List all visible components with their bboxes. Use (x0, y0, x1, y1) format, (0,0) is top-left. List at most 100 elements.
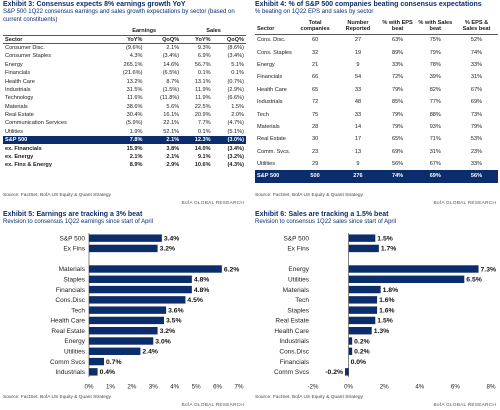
table-row: Energy 21 9 33% 78% 33% (255, 59, 498, 71)
exhibit-6: Exhibit 6: Sales are tracking a 1.5% bea… (255, 210, 498, 410)
y-tick-label: Industrials (55, 369, 85, 376)
table-cell: 2.0% (231, 112, 244, 119)
y-tick-label: Tech (71, 307, 85, 314)
exhibit-subtitle: S&P 500 1Q22 consensus earnings and sale… (3, 9, 235, 23)
y-tick-label: Utilities (64, 348, 86, 355)
table-row: Real Estate 30.4% 16.1% 20.9% 2.0% (3, 111, 246, 119)
table-cell: (4.3%) (227, 162, 244, 169)
x-tick-label: 2% (380, 383, 389, 390)
value-label: 3.2% (160, 328, 176, 335)
table-cell: (3.4%) (227, 53, 244, 60)
table-cell: 19 (354, 49, 362, 56)
table-cell: 33% (391, 61, 404, 68)
header-row: Sector Total companies Number Reported% wi… (255, 19, 498, 35)
table-row: Industrials 31.5% (1.5%) 11.9% (2.9%) (3, 86, 246, 94)
table-cell: 30 (311, 136, 319, 143)
table-cell: 7.7% (197, 120, 211, 127)
brand: BofA GLOBAL RESEARCH (433, 403, 496, 408)
bar (89, 357, 104, 365)
bar (348, 275, 465, 283)
table-cell: 4.3% (129, 53, 143, 60)
table-cell: 16.1% (163, 112, 180, 119)
y-tick-label: Health Care (274, 327, 309, 334)
table-cell: 23 (311, 148, 319, 155)
y-tick-label: Staples (63, 276, 85, 283)
table-cell: (21.6%) (122, 70, 143, 77)
table-row: Real Estate 30 17 65% 71% 53% (255, 133, 498, 145)
table-cell: 13 (354, 148, 362, 155)
exhibit-5: Exhibit 5: Earnings are tracking a 3% be… (3, 210, 246, 410)
table-cell: Materials (5, 103, 28, 110)
table: Sector Total companies Number Reported% wi… (255, 19, 498, 183)
table-row: Technology 11.6% (11.8%) 11.9% (6.6%) (3, 94, 246, 102)
column-header: Number Reported (336, 19, 380, 35)
table-cell: Financials (257, 74, 283, 81)
table-cell: Real Estate (5, 112, 34, 119)
table-cell: 69% (391, 148, 404, 155)
table-row: Financials (21.6%) (6.5%) 0.1% 0.1% (3, 69, 246, 77)
y-tick-label: Ex Fins (63, 245, 85, 252)
table-cell: 31% (470, 74, 483, 81)
exhibit-title: Exhibit 4: % of S&P 500 companies beatin… (255, 1, 482, 8)
table-cell: 11.9% (195, 95, 211, 102)
table-cell: Technology (5, 95, 34, 102)
table-cell: 28 (311, 123, 319, 130)
exhibit-title: Exhibit 3: Consensus expects 8% earnings… (3, 1, 186, 8)
value-label: -0.2% (325, 369, 343, 376)
table-cell: 75% (429, 37, 441, 44)
y-tick-label: Staples (287, 307, 309, 314)
value-label: 1.6% (379, 307, 395, 314)
table-cell: 3.8% (166, 145, 180, 152)
table-cell: S&P 500 (5, 137, 28, 144)
table-cell: 67% (429, 161, 441, 168)
y-tick-label: Industrials (279, 338, 309, 345)
y-tick-label: Tech (295, 297, 309, 304)
group-header-row: Earnings Sales (3, 27, 246, 36)
x-tick-label: 8% (487, 383, 496, 390)
table-cell: 63% (391, 37, 404, 44)
table-cell: 66 (311, 74, 319, 81)
table-row: ex. Energy 2.1% 2.1% 9.1% (3.2%) (3, 153, 246, 161)
table-cell: 27 (354, 37, 362, 44)
y-tick-label: Financials (280, 358, 310, 365)
y-tick-label: Cons.Disc (55, 297, 85, 304)
table-cell: 74% (391, 173, 404, 180)
table-cell: 39% (429, 74, 441, 81)
table-cell: Cons. Disc. (257, 37, 286, 44)
column-header: % with Sales beat (415, 19, 455, 35)
table-cell: 276 (353, 173, 363, 180)
table-cell: Financials (5, 70, 31, 77)
table-cell: 10.6% (194, 162, 211, 169)
table-cell: (6.5%) (162, 70, 180, 77)
table-row: S&P 500 500 276 74% 69% 56% (255, 170, 498, 183)
table-cell: 6.9% (197, 53, 211, 60)
bar (348, 336, 353, 345)
table-cell: Industrials (257, 99, 283, 106)
table-cell: 69% (470, 99, 483, 106)
table-cell: (8.6%) (227, 45, 244, 52)
value-label: 4.8% (194, 286, 210, 293)
value-label: 3.0% (155, 338, 171, 345)
y-tick-label: Cons.Disc (279, 348, 309, 355)
value-label: 1.8% (383, 286, 399, 293)
table-cell: 14 (354, 123, 362, 130)
bar (348, 326, 372, 334)
table-cell: 33 (354, 111, 362, 118)
x-tick-label: 7% (235, 383, 244, 390)
table-cell: ex. Financials (5, 145, 42, 152)
table-cell: 53% (470, 136, 483, 143)
table-cell: Consumer Staples (5, 53, 52, 60)
table-cell: 38.6% (126, 103, 143, 110)
value-label: 0.4% (100, 369, 116, 376)
table-cell: 72 (311, 99, 319, 106)
table-cell: (2.9%) (227, 86, 244, 93)
table-cell: (4.7%) (227, 120, 244, 127)
y-tick-label: Real Estate (275, 317, 309, 324)
bar (348, 264, 479, 273)
table-cell: 1.5% (231, 103, 244, 110)
x-tick-label: 1% (106, 383, 115, 390)
table-cell: 71% (429, 136, 441, 143)
table-cell: 265.1% (123, 61, 143, 68)
source-note: Source: FactSet, BofA US Equity & Quant … (255, 193, 363, 198)
table-cell: (5.1%) (227, 128, 244, 135)
